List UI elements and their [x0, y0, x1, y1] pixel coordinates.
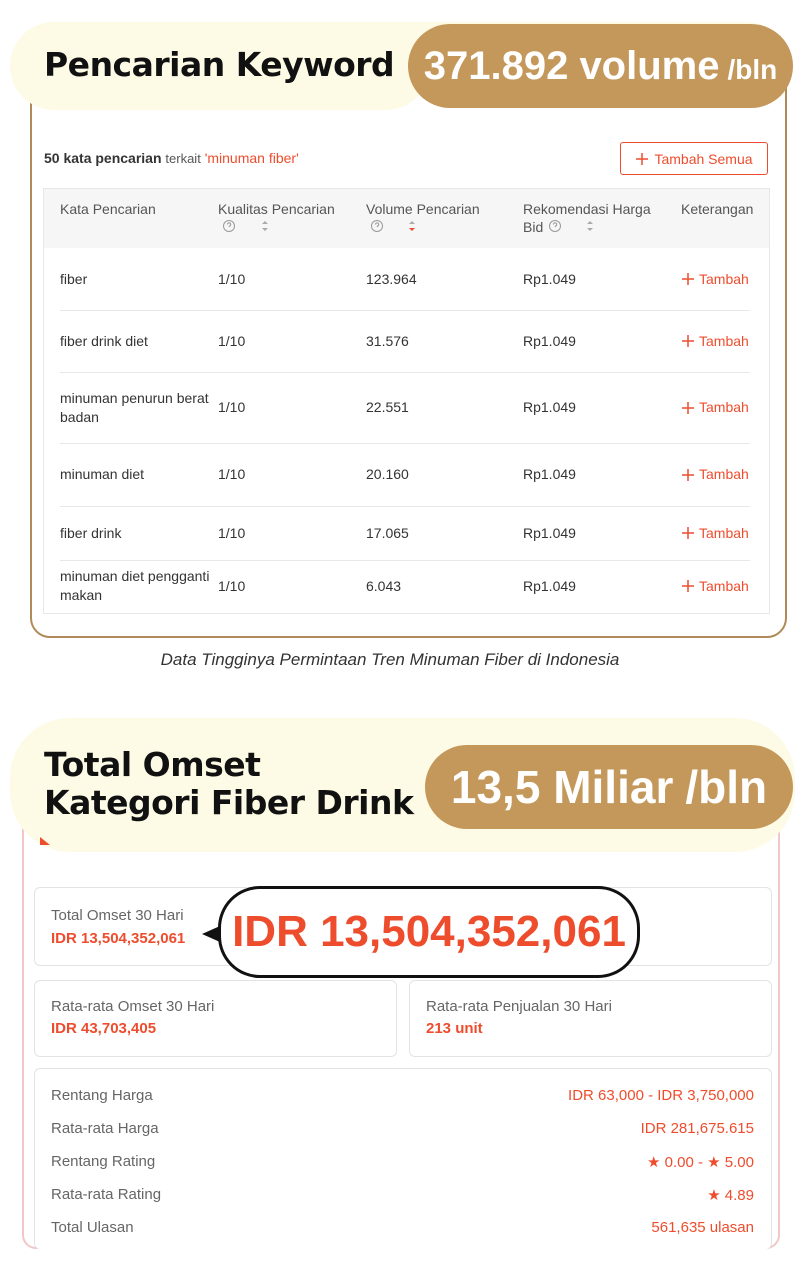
plus-icon	[682, 527, 694, 539]
table-cell: 1/10	[218, 399, 246, 415]
add-label: Tambah	[699, 332, 749, 349]
stat-value: 561,635 ulasan	[651, 1219, 754, 1236]
avg-sales-value: 213 unit	[426, 1020, 483, 1037]
row-divider	[60, 506, 750, 507]
table-cell: fiber drink	[60, 524, 122, 541]
stat-value: ★ 4.89	[707, 1187, 754, 1204]
add-link[interactable]: Tambah	[681, 372, 749, 443]
caption: Data Tingginya Permintaan Tren Minuman F…	[160, 650, 620, 669]
table-cell: 1/10	[218, 577, 246, 594]
table-cell: 1/10	[218, 466, 246, 482]
header-cell: Keterangan	[681, 201, 754, 217]
summary-keyword: 'minuman fiber'	[204, 150, 299, 166]
add-label: Tambah	[699, 577, 749, 594]
table-cell: Rp1.049	[523, 466, 576, 482]
avg-sales-label: Rata-rata Penjualan 30 Hari	[426, 998, 612, 1015]
banner-left	[10, 22, 430, 110]
volume: 371.892 volume	[423, 43, 720, 88]
table-cell: 6.043	[366, 577, 402, 594]
add-all-label: Tambah Semua	[654, 150, 753, 167]
stat-value: IDR 63,000 - IDR 3,750,000	[568, 1087, 754, 1104]
header-icons	[223, 220, 593, 232]
row-divider	[60, 560, 750, 561]
plus-icon	[682, 580, 694, 592]
avg-omset-value: IDR 43,703,405	[51, 1020, 157, 1037]
table-cell: 17.065	[366, 524, 409, 541]
stat-value: ★ 0.00 - ★ 5.00	[647, 1154, 754, 1171]
table-cell: Rp1.049	[523, 577, 576, 594]
title-line: Total Omset	[44, 745, 261, 784]
stat-label: Total Ulasan	[51, 1219, 134, 1236]
table-cell: 20.160	[366, 466, 409, 482]
table-cell: Rp1.049	[523, 270, 576, 287]
highlight-unit: /bln	[685, 761, 768, 813]
table-cell: Rp1.049	[523, 524, 576, 541]
highlight-pill: 13,5 Miliar /bln	[425, 745, 793, 829]
plus-icon	[682, 273, 694, 285]
add-link[interactable]: Tambah	[681, 506, 749, 560]
avg-omset-box	[34, 980, 397, 1057]
stats-box	[34, 1068, 772, 1249]
stat-label: Rentang Rating	[51, 1153, 156, 1170]
callout-pointer	[202, 926, 220, 942]
table-cell: 1/10	[218, 524, 246, 541]
table-cell: 22.551	[366, 399, 409, 415]
avg-omset-label: Rata-rata Omset 30 Hari	[51, 998, 215, 1015]
add-link[interactable]: Tambah	[681, 248, 749, 310]
stat-label: Rentang Harga	[51, 1087, 153, 1104]
add-label: Tambah	[699, 524, 749, 541]
header-cell: Kualitas Pencarian	[218, 201, 335, 217]
highlight: 13,5 Miliar	[450, 761, 674, 813]
add-link[interactable]: Tambah	[681, 443, 749, 506]
table	[43, 188, 770, 614]
table-cell: minuman penurun berat badan	[60, 389, 209, 425]
add-link[interactable]: Tambah	[681, 560, 749, 612]
corner-mark	[40, 837, 50, 845]
table-cell: fiber	[60, 270, 88, 287]
add-label: Tambah	[699, 270, 749, 287]
volume-unit: /bln	[727, 54, 778, 85]
row-divider	[60, 310, 750, 311]
table-cell: Rp1.049	[523, 332, 576, 349]
total-label: Total Omset 30 Hari	[51, 907, 184, 924]
total-value: IDR 13,504,352,061	[51, 930, 186, 947]
summary-connector: terkait	[165, 151, 201, 166]
stat-label: Rata-rata Harga	[51, 1120, 159, 1137]
table-cell: 123.964	[366, 270, 417, 287]
row-divider	[60, 443, 750, 444]
summary-count: 50 kata pencarian	[44, 150, 162, 166]
plus-icon	[682, 335, 694, 347]
table-cell: fiber drink diet	[60, 332, 148, 349]
volume-pill: 371.892 volume /bln	[408, 24, 793, 108]
stat-value: IDR 281,675.615	[640, 1120, 754, 1137]
table-cell: 1/10	[218, 270, 246, 287]
table-cell: 31.576	[366, 332, 409, 349]
add-label: Tambah	[699, 466, 749, 482]
section-title: Pencarian Keyword	[44, 45, 395, 84]
table-header	[44, 189, 769, 248]
avg-sales-box	[409, 980, 772, 1057]
callout: IDR 13,504,352,061	[218, 886, 640, 978]
header-cell: Rekomendasi Harga Bid	[523, 201, 651, 235]
add-link[interactable]: Tambah	[681, 310, 749, 372]
header-cell: Volume Pencarian	[366, 201, 480, 217]
plus-icon	[636, 152, 649, 165]
plus-icon	[682, 401, 694, 414]
stat-label: Rata-rata Rating	[51, 1186, 162, 1203]
add-all-button[interactable]: Tambah Semua	[620, 142, 768, 175]
plus-icon	[682, 468, 694, 481]
title-line: Kategori Fiber Drink	[44, 783, 414, 822]
table-cell: minuman diet	[60, 466, 145, 482]
add-label: Tambah	[699, 399, 749, 415]
summary: 50 kata pencarian terkait 'minuman fiber…	[44, 150, 299, 166]
table-cell: Rp1.049	[523, 399, 576, 415]
table-cell: minuman diet pengganti makan	[60, 568, 210, 603]
header-cell: Kata Pencarian	[60, 201, 156, 217]
row-divider	[60, 372, 750, 373]
section-title: Total Omset Kategori Fiber Drink	[44, 745, 414, 822]
keyword-card	[30, 60, 787, 638]
table-cell: 1/10	[218, 332, 246, 349]
